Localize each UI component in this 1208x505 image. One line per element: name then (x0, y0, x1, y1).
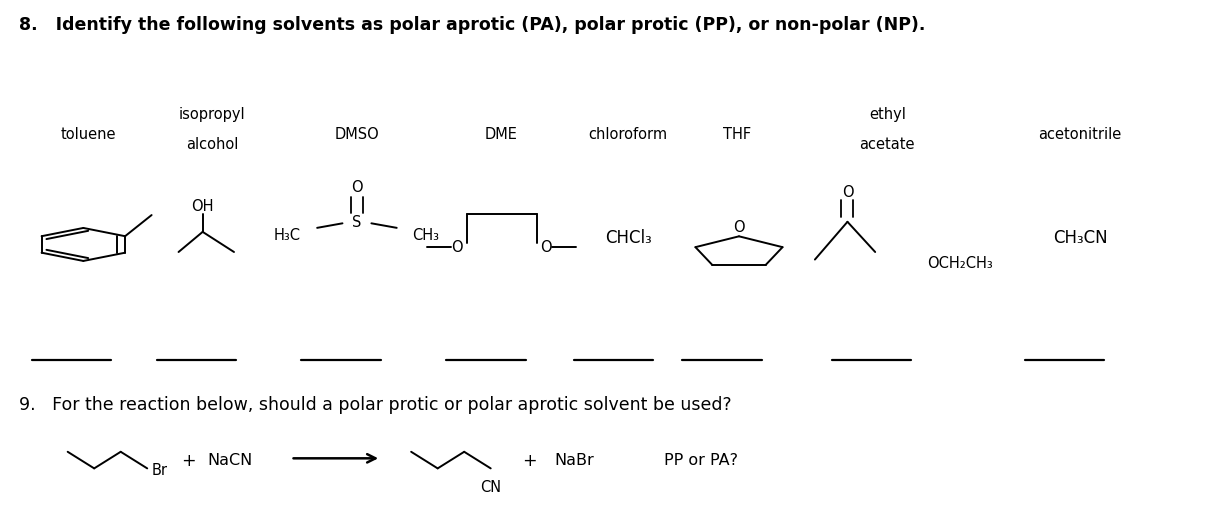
Text: Br: Br (152, 462, 168, 477)
Text: chloroform: chloroform (588, 127, 668, 142)
Text: S: S (353, 215, 361, 230)
Text: O: O (842, 185, 853, 199)
Text: NaBr: NaBr (554, 452, 594, 468)
Text: 8.   Identify the following solvents as polar aprotic (PA), polar protic (PP), o: 8. Identify the following solvents as po… (19, 17, 925, 34)
Text: acetate: acetate (859, 137, 914, 152)
Text: CHCl₃: CHCl₃ (605, 228, 651, 246)
Text: THF: THF (722, 127, 750, 142)
Text: alcohol: alcohol (186, 137, 238, 152)
Text: CH₃CN: CH₃CN (1052, 228, 1108, 246)
Text: O: O (451, 240, 463, 255)
Text: DME: DME (486, 127, 518, 142)
Text: O: O (352, 180, 362, 195)
Text: NaCN: NaCN (208, 452, 252, 468)
Text: 9.   For the reaction below, should a polar protic or polar aprotic solvent be u: 9. For the reaction below, should a pola… (19, 395, 732, 414)
Text: toluene: toluene (60, 127, 116, 142)
Text: acetonitrile: acetonitrile (1039, 127, 1122, 142)
Text: ethyl: ethyl (869, 107, 906, 122)
Text: OH: OH (191, 199, 214, 214)
Text: OCH₂CH₃: OCH₂CH₃ (927, 255, 993, 270)
Text: O: O (733, 219, 745, 234)
Text: CH₃: CH₃ (412, 227, 440, 242)
Text: isopropyl: isopropyl (179, 107, 245, 122)
Text: H₃C: H₃C (273, 227, 301, 242)
Text: CN: CN (480, 480, 501, 494)
Text: +: + (522, 451, 536, 469)
Text: DMSO: DMSO (335, 127, 379, 142)
Text: +: + (181, 451, 196, 469)
Text: PP or PA?: PP or PA? (664, 452, 738, 468)
Text: O: O (540, 240, 552, 255)
